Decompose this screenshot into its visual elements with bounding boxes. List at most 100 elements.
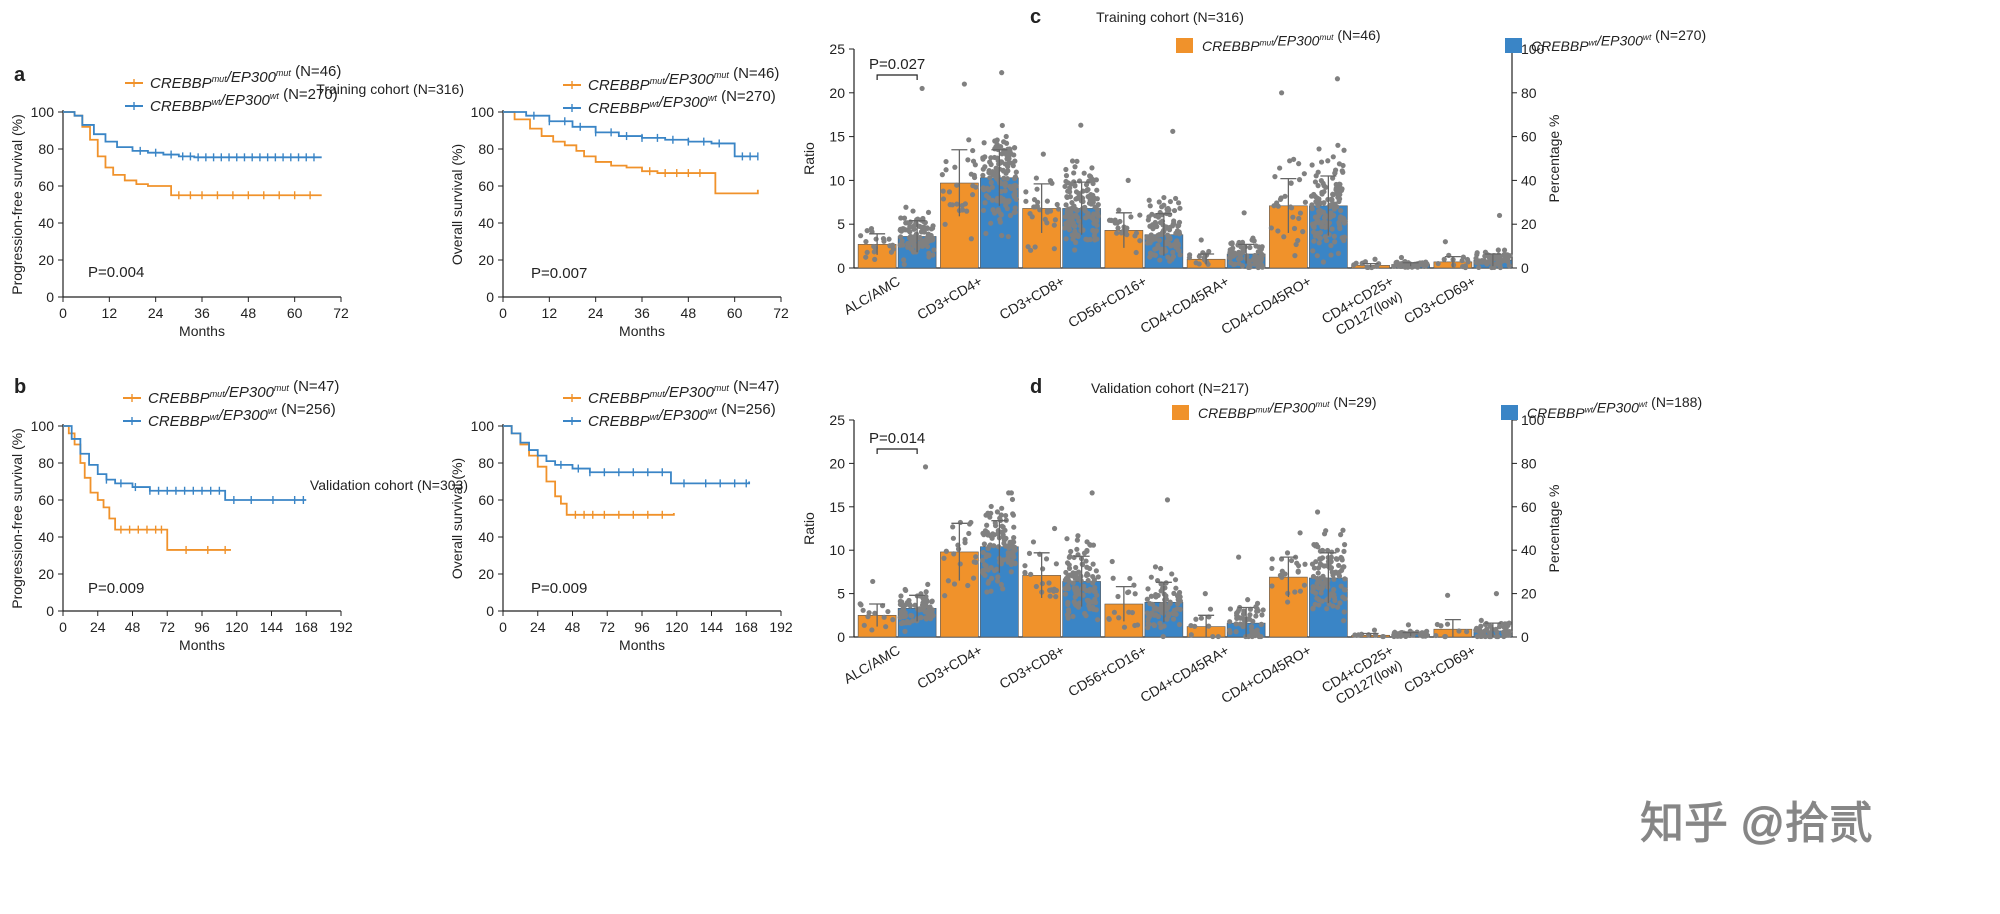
bard-data-point [1493, 626, 1499, 632]
barc-data-point [924, 237, 930, 243]
barc-data-point [1290, 214, 1296, 220]
barc-data-point [1094, 236, 1100, 242]
bard-data-point [1241, 608, 1247, 614]
barc-data-point [1013, 169, 1019, 175]
bard-data-point [1066, 609, 1072, 615]
bard-data-point [1207, 606, 1214, 612]
barc-data-point [1314, 253, 1320, 259]
barc-data-point [1247, 244, 1253, 251]
bard-data-point [962, 536, 968, 543]
bard-data-point [1391, 631, 1397, 638]
barc-data-point [1031, 197, 1038, 203]
barc-data-point [1338, 207, 1344, 214]
km3-x-tick-label: 168 [295, 619, 319, 635]
bard-data-point [1090, 561, 1096, 567]
km3-x-tick-label: 120 [225, 619, 249, 635]
bard-data-point [995, 574, 1001, 580]
bard-data-point [942, 593, 948, 599]
bard-data-point [1165, 604, 1171, 611]
barc-data-point [1196, 261, 1202, 267]
km2-x-tick-label: 36 [634, 305, 650, 321]
bard-data-point [1040, 566, 1046, 572]
barc-data-point [1153, 245, 1159, 252]
barc-data-point [1330, 192, 1336, 198]
bard-data-point [1236, 554, 1242, 560]
barc-data-point [1293, 241, 1299, 248]
barc-data-point [1145, 217, 1151, 223]
km4-curve-wt [503, 425, 751, 485]
bard-data-point [941, 555, 947, 561]
bard-data-point [957, 519, 963, 526]
barc-data-point [1351, 262, 1357, 268]
bard-data-point [950, 535, 956, 541]
barc-data-point [1226, 255, 1233, 261]
barc-y2-tick-label: 80 [1521, 85, 1537, 101]
barc-data-point [907, 229, 913, 235]
watermark: 知乎 @拾贰 [1640, 799, 1873, 848]
barc-data-point [1116, 207, 1122, 213]
barc-data-point [1277, 196, 1284, 203]
bard-data-point [1173, 585, 1179, 591]
bard-data-point [898, 620, 905, 627]
barc-data-point [1117, 218, 1123, 225]
bard-data-point [1075, 604, 1082, 610]
barc-data-point [940, 196, 947, 202]
barc-data-point [1332, 239, 1338, 245]
barc-data-point [1328, 252, 1334, 258]
barc-data-point [1069, 232, 1075, 238]
barc-data-point [1291, 225, 1298, 232]
barc-data-point [973, 184, 979, 190]
barc-data-point [1092, 230, 1098, 236]
barc-data-point [1167, 198, 1174, 205]
barc-data-point [940, 188, 946, 194]
barc-data-point [1010, 183, 1016, 189]
barc-data-point [897, 234, 904, 240]
barc-data-point [897, 242, 903, 248]
bard-data-point [1402, 633, 1409, 639]
barc-data-point [1236, 260, 1242, 267]
bard-data-point [1464, 629, 1470, 635]
barc-data-point [1156, 199, 1162, 205]
barc-data-point [1482, 253, 1488, 259]
barc-data-point [954, 182, 960, 188]
barc-y2-tick-label: 60 [1521, 129, 1537, 145]
km1-x-tick-label: 24 [148, 305, 164, 321]
bard-data-point [1046, 580, 1052, 586]
bard-data-point [973, 559, 979, 565]
barc-data-point [1317, 235, 1323, 241]
bard-data-point [1198, 615, 1204, 621]
km2-x-axis-label: Months [619, 323, 665, 339]
km4-x-tick-label: 48 [565, 619, 581, 635]
barc-title: Training cohort (N=316) [1096, 9, 1244, 25]
bard-y2-tick-label: 100 [1521, 412, 1545, 428]
bard-data-point [1301, 582, 1308, 588]
bard-data-point [1089, 490, 1095, 496]
bard-data-point [902, 628, 908, 634]
bard-data-point [929, 598, 935, 604]
barc-data-point [1296, 161, 1302, 167]
bard-data-point [1260, 607, 1266, 613]
barc-data-point [1405, 262, 1411, 268]
barc-y-tick-label: 10 [829, 172, 845, 188]
bard-data-point [945, 578, 951, 584]
bard-data-point [983, 563, 989, 569]
barc-data-point [1321, 200, 1327, 206]
barc-data-point [1205, 261, 1211, 267]
barc-data-point [1068, 181, 1074, 187]
barc-data-point [1149, 222, 1156, 228]
bard-data-point [857, 601, 863, 607]
km3-y-axis-label: Progression-free survival (%) [9, 428, 25, 609]
barc-data-point [989, 184, 995, 190]
barc-data-point [1084, 187, 1091, 193]
bard-data-point [1310, 586, 1316, 592]
bard-y2-tick-label: 80 [1521, 455, 1537, 471]
km3-y-tick-label: 40 [38, 529, 54, 545]
km1-y-axis-label: Progression-free survival (%) [9, 114, 25, 295]
barc-data-point [1157, 219, 1164, 226]
barc-data-point [1095, 202, 1101, 208]
barc-data-point [1052, 217, 1058, 223]
barc-data-point [1308, 193, 1315, 199]
barc-data-point [1167, 211, 1173, 218]
bard-data-point [994, 578, 1001, 584]
barc-data-point [1501, 247, 1508, 253]
